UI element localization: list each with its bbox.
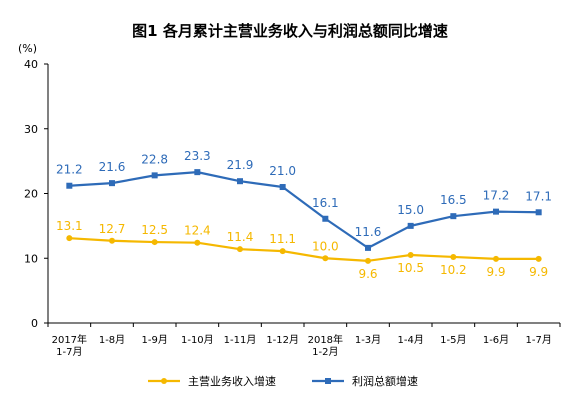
x-tick-label: 2017年 1-7月 — [52, 333, 87, 358]
x-tick-label: 2018年 1-2月 — [308, 333, 343, 358]
data-point — [66, 235, 73, 242]
data-label: 21.2 — [56, 163, 83, 177]
x-tick-label: 1-4月 — [397, 334, 423, 346]
data-point — [109, 237, 115, 244]
x-tick-label: 1-3月 — [355, 334, 381, 346]
data-label: 16.5 — [440, 193, 467, 207]
data-label: 13.1 — [56, 219, 83, 233]
data-label: 12.5 — [141, 223, 168, 237]
data-label: 11.4 — [227, 230, 254, 244]
data-label: 22.8 — [141, 152, 168, 166]
data-point — [237, 178, 243, 185]
series-line — [69, 237, 539, 262]
data-label: 10.2 — [440, 263, 467, 277]
data-point — [279, 184, 286, 191]
data-label: 12.7 — [99, 222, 126, 236]
data-point — [535, 209, 542, 216]
legend-swatch-marker — [325, 378, 331, 384]
legend-label: 利润总额增速 — [352, 374, 418, 388]
y-tick-label: 20 — [24, 188, 38, 201]
data-label: 11.6 — [355, 225, 382, 239]
data-point — [322, 255, 329, 262]
legend-label: 主营业务收入增速 — [188, 374, 276, 388]
series-profit-growth: 21.2 21.6 22.8 23.3 21.9 21.0 16.1 11.6 15.0 16.5… — [56, 149, 552, 251]
data-point — [407, 222, 414, 229]
data-label: 10.0 — [312, 239, 339, 253]
series-revenue-growth: 13.1 12.7 12.5 12.4 11.4 11.1 10.0 9.6 10.5 10.2 9… — [56, 219, 548, 281]
x-tick-label: 1-6月 — [483, 334, 509, 346]
legend-item: 主营业务收入增速 — [148, 374, 276, 388]
data-point — [450, 253, 457, 260]
data-label: 12.4 — [184, 224, 211, 238]
data-label: 15.0 — [397, 203, 424, 217]
y-axis-unit: (%) — [18, 42, 37, 55]
data-point — [194, 169, 201, 176]
data-label: 16.1 — [312, 196, 339, 210]
data-point — [322, 215, 329, 222]
data-label: 21.6 — [99, 160, 126, 174]
data-point — [450, 213, 457, 220]
legend-item: 利润总额增速 — [312, 374, 418, 388]
x-tick-label: 1-7月 — [525, 334, 551, 346]
x-tick-label: 1-11月 — [224, 334, 257, 346]
data-label: 23.3 — [184, 149, 211, 163]
data-label: 10.5 — [397, 261, 424, 275]
data-label: 9.9 — [529, 265, 548, 279]
data-label: 9.9 — [486, 265, 505, 279]
chart-title: 图1 各月累计主营业务收入与利润总额同比增速 — [132, 22, 448, 40]
axes: 0 10 20 30 40 2017年 1-7月 1-8月 1-9月 1-10月 1-11月 1-12… — [24, 58, 561, 358]
data-point — [535, 255, 542, 262]
data-point — [365, 244, 371, 251]
x-tick-label: 1-8月 — [99, 334, 125, 346]
data-point — [151, 172, 158, 179]
data-point — [237, 246, 243, 253]
data-point — [66, 182, 73, 189]
x-tick-label: 1-5月 — [440, 334, 466, 346]
series-layer: 13.1 12.7 12.5 12.4 11.4 11.1 10.0 9.6 10.5 10.2 9… — [56, 149, 552, 281]
data-label: 17.1 — [525, 189, 552, 203]
y-tick-label: 30 — [24, 123, 38, 136]
data-label: 11.1 — [269, 232, 296, 246]
series-line — [69, 171, 539, 249]
y-tick-label: 10 — [24, 252, 38, 265]
data-point — [493, 208, 499, 215]
y-tick-label: 40 — [24, 58, 38, 71]
data-point — [407, 252, 414, 259]
y-tick-label: 0 — [31, 317, 38, 330]
x-tick-label: 1-12月 — [266, 334, 299, 346]
data-point — [109, 180, 115, 187]
data-point — [194, 239, 201, 246]
legend: 主营业务收入增速 利润总额增速 — [148, 374, 418, 388]
x-tick-label: 1-9月 — [141, 334, 167, 346]
data-point — [279, 248, 286, 255]
data-point — [493, 255, 499, 262]
data-point — [151, 239, 158, 246]
data-label: 21.9 — [227, 158, 254, 172]
data-label: 9.6 — [358, 267, 377, 281]
data-label: 17.2 — [483, 189, 510, 203]
data-label: 21.0 — [269, 164, 296, 178]
x-tick-label: 1-10月 — [181, 334, 214, 346]
data-point — [365, 257, 371, 264]
legend-swatch-marker — [161, 378, 167, 384]
